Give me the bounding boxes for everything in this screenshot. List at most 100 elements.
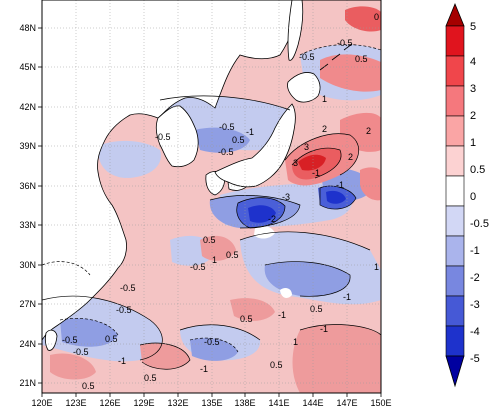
lat-tick-label: 21N bbox=[19, 378, 36, 388]
colorbar: 5 4 3 2 1 0.5 0 -0.5 -1 -2 -3 -4 -5 bbox=[445, 2, 489, 388]
anomaly-region-negative bbox=[195, 127, 250, 153]
contour-line bbox=[299, 324, 381, 336]
land-sakhalin bbox=[287, 0, 304, 61]
anomaly-region-positive bbox=[230, 298, 275, 321]
lon-tick-label: 147E bbox=[336, 398, 357, 408]
contour-line bbox=[42, 295, 163, 361]
colorbar-top-arrow bbox=[445, 2, 465, 27]
lat-tick-label: 27N bbox=[19, 299, 36, 309]
axis-ticks bbox=[38, 27, 382, 397]
contour-line-dashed bbox=[42, 261, 91, 276]
contour-line-dashed bbox=[59, 318, 119, 336]
contour-label: -0.5 bbox=[204, 337, 220, 347]
contour-line bbox=[236, 197, 286, 229]
lat-tick-label: 30N bbox=[19, 260, 36, 270]
lon-tick-label: 126E bbox=[99, 398, 120, 408]
contour-label: -0.5 bbox=[73, 347, 89, 357]
lat-tick-label: 42N bbox=[19, 102, 36, 112]
land-layer bbox=[42, 0, 353, 351]
anomaly-region-positive bbox=[50, 353, 96, 380]
colorbar-swatch bbox=[445, 115, 465, 147]
lon-tick-label: 120E bbox=[31, 398, 52, 408]
contour-label-group: -0.5 -0.5 0.5 0 1 -0.5 0.5 -0.5 -1 -0.5 … bbox=[62, 12, 379, 391]
contour-label: -3 bbox=[282, 192, 290, 202]
lat-tick-label: 45N bbox=[19, 62, 36, 72]
contour-label: 0.5 bbox=[144, 373, 157, 383]
latitude-axis: 48N 45N 42N 39N 36N 33N 30N 27N 24N 21N bbox=[19, 23, 36, 388]
colorbar-bottom-arrow bbox=[445, 355, 465, 388]
contour-label: 0 bbox=[374, 12, 379, 22]
lon-tick-label: 123E bbox=[65, 398, 86, 408]
contour-label: 0.5 bbox=[310, 304, 323, 314]
contour-label: -0.5 bbox=[116, 305, 132, 315]
contour-label: -0.5 bbox=[299, 52, 315, 62]
colorbar-label: 5 bbox=[470, 21, 476, 33]
land-korea bbox=[155, 105, 199, 168]
colorbar-swatch bbox=[445, 25, 465, 57]
lon-tick-label: 141E bbox=[268, 398, 289, 408]
contour-label: 2 bbox=[348, 152, 353, 162]
anomaly-region-negative bbox=[98, 140, 161, 178]
colorbar-swatch bbox=[445, 265, 465, 297]
colorbar-swatch bbox=[445, 205, 465, 237]
lon-tick-label: 144E bbox=[302, 398, 323, 408]
colorbar-label: -1 bbox=[470, 245, 480, 257]
anomaly-region-neutral bbox=[280, 287, 292, 298]
longitude-axis: 120E 123E 126E 129E 132E 135E 138E 141E … bbox=[31, 398, 391, 408]
colorbar-swatch bbox=[445, 325, 465, 357]
contour-label: 0.5 bbox=[270, 360, 283, 370]
anomaly-region-negative bbox=[264, 261, 351, 297]
lat-tick-label: 24N bbox=[19, 339, 36, 349]
colorbar-label: 2 bbox=[470, 110, 476, 122]
colorbar-swatch bbox=[445, 145, 465, 177]
colorbar-swatch bbox=[445, 235, 465, 267]
lon-tick-label: 132E bbox=[167, 398, 188, 408]
land-japan-hokkaido bbox=[287, 72, 321, 103]
anomaly-region-positive bbox=[200, 235, 236, 261]
contour-label: -0.5 bbox=[218, 147, 234, 157]
contour-label: -1 bbox=[278, 310, 286, 320]
contour-line-dashed bbox=[299, 44, 381, 56]
land-asia-mainland bbox=[42, 0, 301, 341]
lon-tick-label: 129E bbox=[133, 398, 154, 408]
map-panel: -0.5 -0.5 0.5 0 1 -0.5 0.5 -0.5 -1 -0.5 … bbox=[42, 0, 381, 393]
contour-label: 0.5 bbox=[105, 334, 118, 344]
contour-label: -0.5 bbox=[62, 335, 78, 345]
map-frame bbox=[41, 0, 382, 394]
contour-label: -1 bbox=[118, 356, 126, 366]
contour-line-dashed bbox=[189, 337, 239, 353]
contour-label: 2 bbox=[366, 126, 371, 136]
contour-line bbox=[264, 261, 351, 297]
colorbar-label: 4 bbox=[470, 56, 476, 68]
lat-tick-label: 39N bbox=[19, 141, 36, 151]
contour-label: 0.5 bbox=[82, 381, 95, 391]
contour-label: -0.5 bbox=[337, 38, 353, 48]
contour-label: -1 bbox=[246, 127, 254, 137]
anomaly-region-positive bbox=[292, 324, 381, 393]
anomaly-region-strong-negative bbox=[326, 190, 346, 204]
contour-line bbox=[319, 185, 357, 210]
contour-line bbox=[179, 324, 261, 341]
contour-label: 2 bbox=[322, 124, 327, 134]
lon-tick-label: 138E bbox=[234, 398, 255, 408]
contour-label: -1 bbox=[343, 292, 351, 302]
land-taiwan bbox=[45, 329, 58, 351]
contour-line bbox=[159, 95, 291, 111]
lat-tick-label: 33N bbox=[19, 220, 36, 230]
colorbar-swatch bbox=[445, 55, 465, 87]
colorbar-label: 0 bbox=[470, 191, 476, 203]
land-japan-honshu bbox=[214, 103, 296, 188]
anomaly-region-neutral bbox=[254, 225, 275, 239]
contour-label: 3 bbox=[304, 142, 309, 152]
lat-tick-label: 36N bbox=[19, 181, 36, 191]
contour-label: 0.5 bbox=[240, 314, 253, 324]
contour-label: -2 bbox=[268, 214, 276, 224]
anomaly-region-strong-negative bbox=[248, 205, 276, 223]
anomaly-region-negative bbox=[60, 318, 118, 347]
contour-label: 0.5 bbox=[226, 250, 239, 260]
contour-label: 0.5 bbox=[232, 135, 245, 145]
contour-label: 3 bbox=[293, 158, 298, 168]
colorbar-label: -5 bbox=[470, 353, 480, 365]
colorbar-label: 3 bbox=[470, 83, 476, 95]
